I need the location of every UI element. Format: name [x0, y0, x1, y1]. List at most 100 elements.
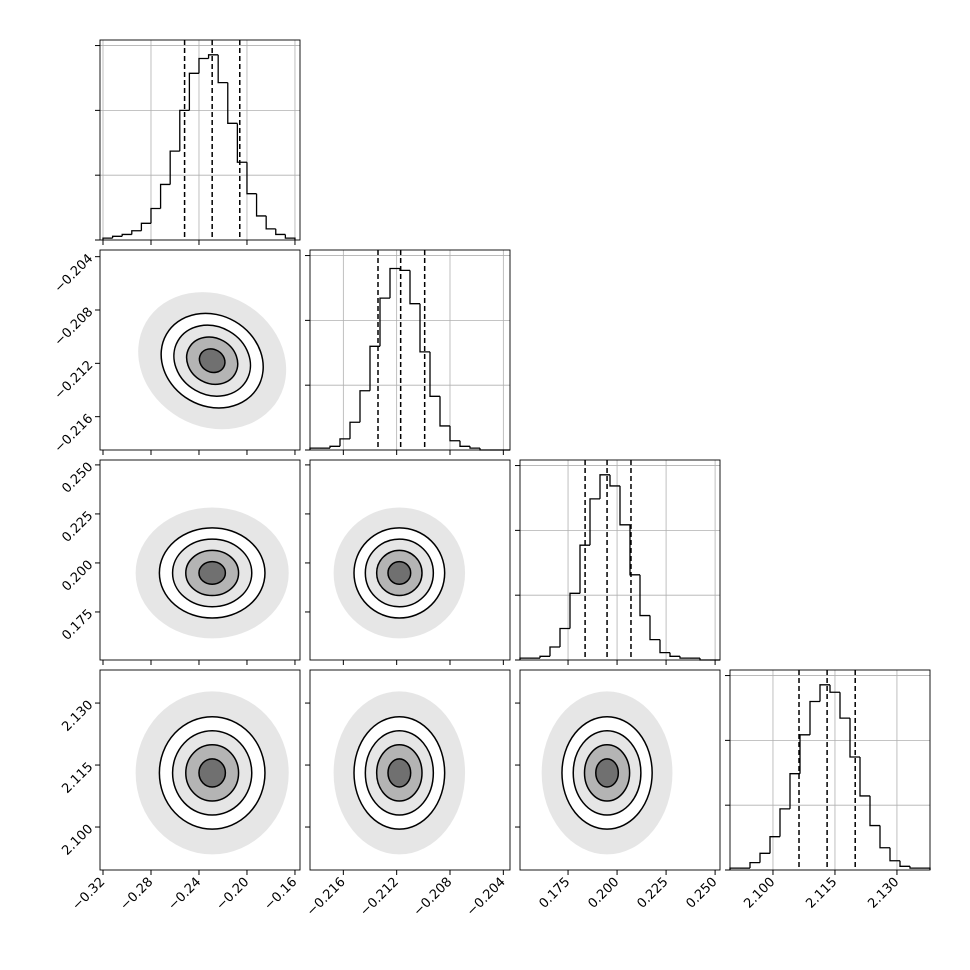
- x-tick-label: −0.20: [213, 875, 252, 914]
- histogram-bin: [449, 425, 460, 442]
- panel-frame: [309, 249, 511, 451]
- histogram-bin: [589, 498, 600, 546]
- panel-frame: [99, 39, 301, 241]
- histogram-bin: [619, 485, 630, 526]
- histogram-bin: [799, 734, 810, 774]
- x-tick-label: −0.204: [464, 875, 509, 920]
- histogram-bin: [629, 524, 640, 576]
- histogram-bin: [559, 627, 570, 648]
- histogram-bin: [819, 684, 830, 702]
- histogram-bin: [227, 82, 238, 124]
- y-tick-label: −0.216: [52, 411, 97, 456]
- histogram-bin: [255, 193, 267, 217]
- histogram-bin: [809, 700, 820, 735]
- histogram-panel: [725, 670, 931, 871]
- y-tick-label: 2.100: [59, 822, 96, 859]
- histogram-bin: [839, 692, 850, 719]
- x-tick-label: 2.115: [803, 875, 840, 912]
- histogram-bin: [265, 215, 276, 230]
- histogram-bin: [429, 351, 440, 397]
- histogram-bin: [246, 162, 257, 195]
- histogram-bin: [859, 757, 870, 797]
- histogram-bin: [217, 54, 228, 84]
- histogram-bin: [469, 446, 480, 449]
- x-tick-label: −0.216: [304, 875, 349, 920]
- contour: [198, 348, 226, 374]
- histogram-bin: [198, 57, 209, 74]
- x-tick-label: 0.200: [585, 875, 622, 912]
- panel-frame: [99, 249, 301, 451]
- histogram-bin: [539, 655, 550, 659]
- histogram-bin: [369, 345, 380, 391]
- y-tick-label: −0.204: [52, 251, 97, 296]
- histogram-panel: [515, 460, 720, 661]
- histogram-bin: [759, 852, 770, 863]
- histogram-bin: [188, 72, 199, 111]
- histogram-bin: [439, 396, 450, 427]
- histogram-bin: [849, 718, 860, 758]
- histogram-bin: [649, 615, 660, 641]
- y-tick-label: −0.212: [52, 358, 97, 403]
- x-tick-label: 0.250: [683, 875, 720, 912]
- histogram-panel: [95, 40, 300, 241]
- histogram-bin: [769, 836, 780, 854]
- panel-frame: [729, 669, 931, 871]
- histogram-bin: [639, 574, 650, 617]
- panel-frame: [519, 459, 721, 661]
- histogram-bin: [749, 861, 760, 869]
- histogram-bin: [569, 592, 580, 629]
- panel-frame: [99, 459, 301, 661]
- histogram-bin: [389, 267, 400, 299]
- histogram-bin: [399, 268, 410, 272]
- histogram-bin: [879, 825, 890, 849]
- histogram-bin: [789, 773, 800, 809]
- x-tick-label: −0.16: [261, 875, 300, 914]
- x-tick-label: −0.24: [166, 875, 205, 914]
- histogram-bin: [829, 684, 840, 693]
- histogram-bin: [889, 847, 900, 862]
- contour: [387, 560, 412, 585]
- histogram-bin: [669, 652, 680, 657]
- histogram-bin: [609, 474, 620, 487]
- histogram-bin: [131, 230, 142, 235]
- histogram-bin: [459, 440, 470, 447]
- histogram-bin: [779, 808, 790, 837]
- y-tick-label: 0.250: [59, 460, 96, 497]
- histogram-bin: [140, 222, 151, 231]
- histogram-bin: [419, 303, 430, 353]
- y-tick-label: 0.200: [59, 558, 96, 595]
- histogram-bin: [121, 233, 132, 237]
- histogram-bin: [329, 445, 340, 449]
- histogram-bin: [359, 390, 370, 423]
- histogram-bin: [179, 109, 190, 152]
- y-tick-label: 2.115: [59, 760, 96, 797]
- histogram-bin: [102, 237, 113, 240]
- y-tick-label: −0.208: [52, 305, 97, 350]
- histogram-panel: [305, 250, 510, 451]
- contour: [595, 758, 620, 788]
- histogram-bin: [379, 297, 390, 347]
- contour: [387, 758, 412, 788]
- histogram-bin: [909, 866, 920, 869]
- histogram-bin: [579, 544, 590, 594]
- contour: [198, 758, 227, 788]
- histogram-bin: [284, 234, 296, 240]
- x-tick-label: 2.130: [865, 875, 902, 912]
- x-tick-label: −0.32: [70, 875, 109, 914]
- panel-frame: [519, 669, 721, 871]
- panel-frame: [309, 669, 511, 871]
- x-tick-label: 0.175: [536, 875, 573, 912]
- x-tick-label: 2.100: [741, 875, 778, 912]
- x-tick-label: −0.208: [411, 875, 456, 920]
- panel-frame: [99, 669, 301, 871]
- histogram-bin: [207, 54, 219, 59]
- histogram-bin: [169, 150, 180, 185]
- x-tick-label: −0.212: [357, 875, 402, 920]
- histogram-bin: [236, 123, 247, 163]
- y-tick-label: 0.225: [59, 509, 96, 546]
- histogram-bin: [899, 860, 910, 867]
- histogram-bin: [159, 183, 171, 209]
- x-tick-label: 0.225: [634, 875, 671, 912]
